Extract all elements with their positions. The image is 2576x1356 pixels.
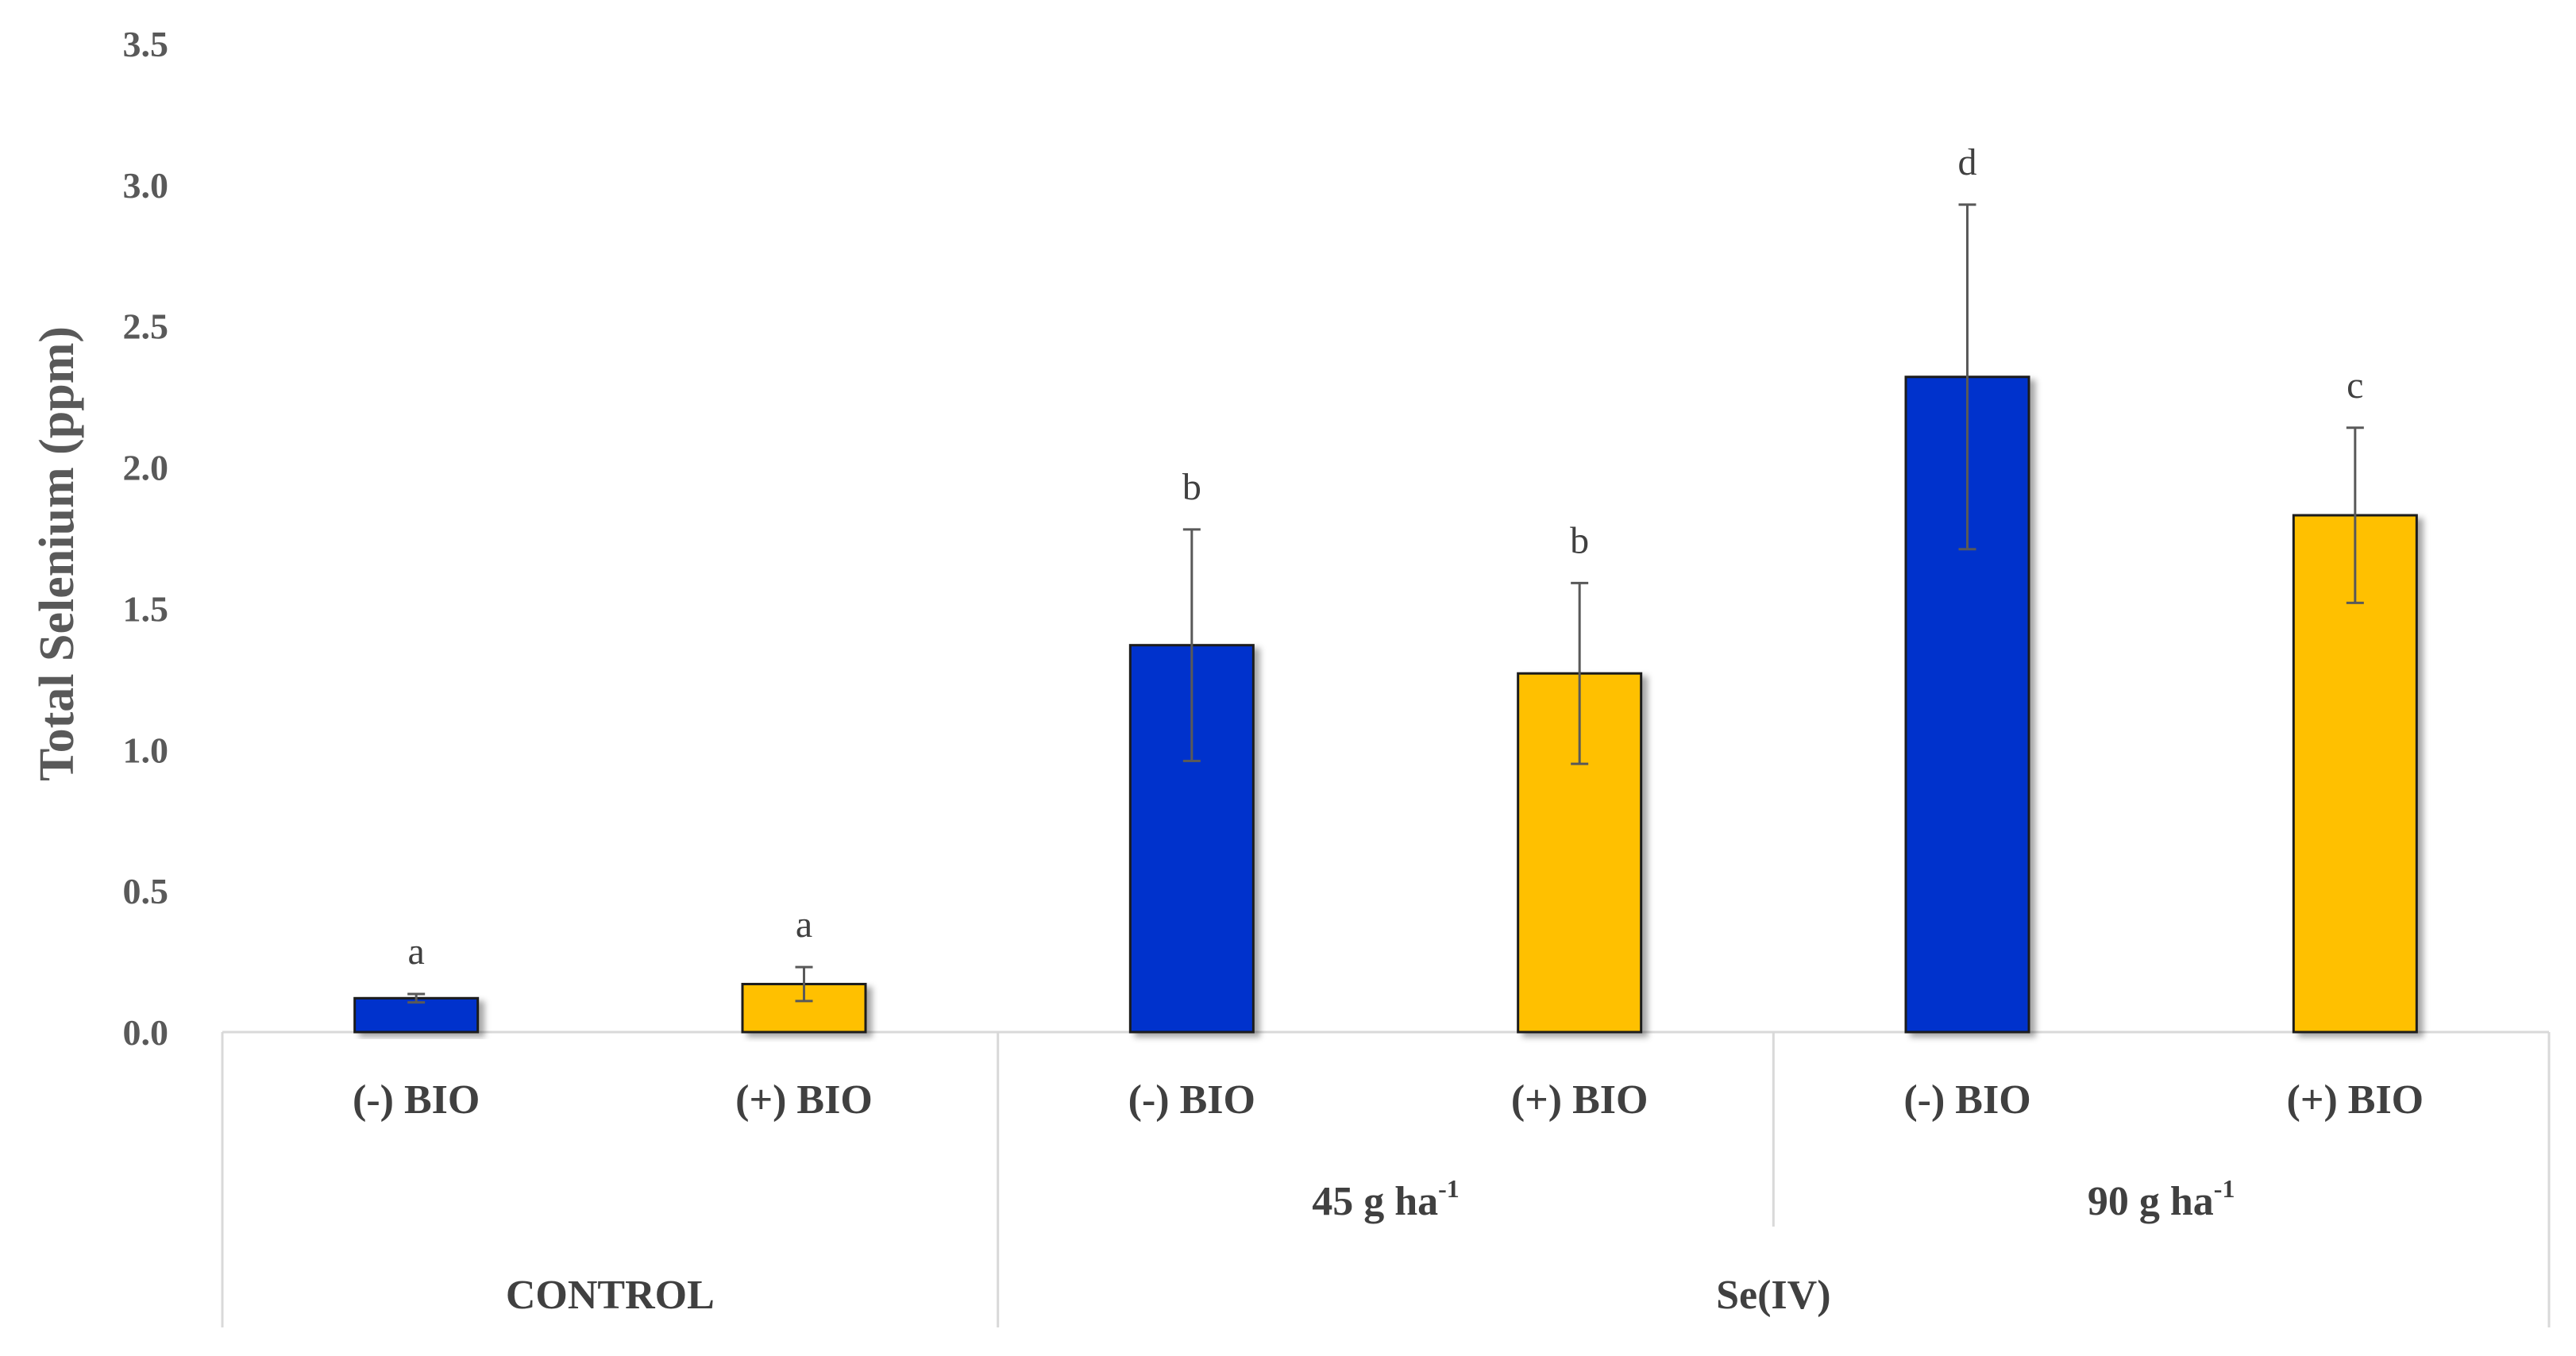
y-axis-title: Total Selenium (ppm) <box>30 326 84 781</box>
y-tick-label: 1.0 <box>123 730 169 770</box>
treatment-group-label: CONTROL <box>506 1273 715 1318</box>
significance-letter: b <box>1570 519 1589 561</box>
y-tick-label: 0.0 <box>123 1012 169 1053</box>
x-category-label: (+) BIO <box>735 1077 873 1123</box>
dose-group-label: 90 g ha-1 <box>2088 1174 2235 1224</box>
significance-letter: d <box>1958 141 1977 183</box>
y-tick-label: 2.5 <box>123 306 169 347</box>
bar <box>353 996 480 1034</box>
x-category-label: (-) BIO <box>353 1077 480 1123</box>
x-category-label: (-) BIO <box>1903 1077 2030 1123</box>
dose-group-label: 45 g ha-1 <box>1312 1174 1460 1224</box>
significance-letter: c <box>2347 364 2363 406</box>
x-category-label: (+) BIO <box>1511 1077 1649 1123</box>
y-tick-label: 3.5 <box>123 24 169 64</box>
significance-letter: b <box>1182 466 1201 508</box>
significance-letter: a <box>408 930 425 973</box>
treatment-group-label: Se(IV) <box>1716 1273 1830 1318</box>
y-tick-label: 1.5 <box>123 588 169 629</box>
y-tick-label: 2.0 <box>123 448 169 488</box>
x-category-label: (-) BIO <box>1128 1077 1255 1123</box>
y-tick-label: 3.0 <box>123 165 169 206</box>
y-tick-label: 0.5 <box>123 871 169 911</box>
significance-letter: a <box>796 903 812 946</box>
x-category-label: (+) BIO <box>2287 1077 2424 1123</box>
